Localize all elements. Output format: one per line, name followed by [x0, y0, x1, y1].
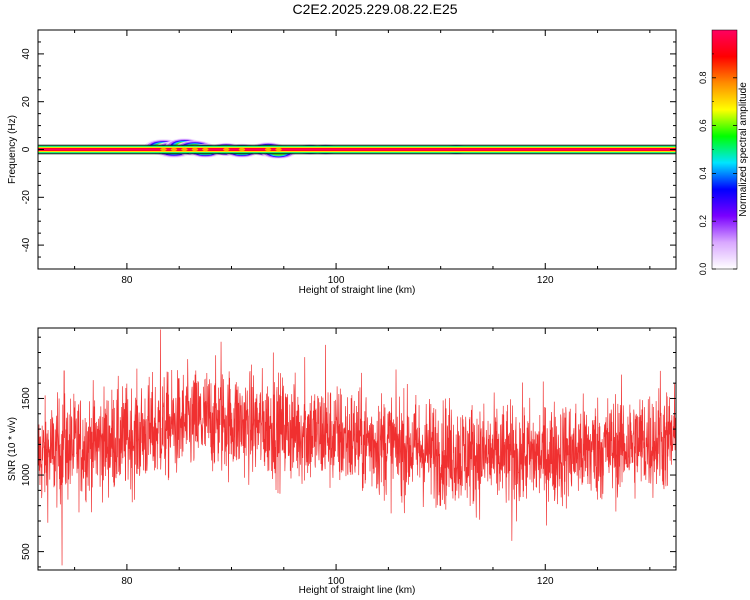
spectrogram-band-knot — [191, 147, 199, 152]
snr-panel: 80 100 120 500 1000 1500 Height of straight l… — [7, 327, 677, 596]
colorbar-tick-label: 0.0 — [698, 263, 708, 276]
spectrogram-y-axis-label: Frequency (Hz) — [7, 115, 18, 184]
snr-x-tick-label: 100 — [328, 576, 345, 587]
spectrogram-panel: 80 100 120 40 20 0 -20 -40 Height of straight l… — [7, 29, 677, 296]
colorbar-gradient — [711, 29, 738, 270]
spectrogram-y-tick-label: 40 — [21, 48, 32, 60]
spectrogram-y-tick-label: 0 — [21, 146, 32, 152]
snr-x-axis-label: Height of straight line (km) — [299, 585, 416, 596]
spectrogram-y-tick-label: 20 — [21, 96, 32, 108]
spectrogram-band-knot — [170, 147, 178, 152]
spectrogram-band-knot — [223, 147, 230, 152]
snr-x-tick-label: 120 — [537, 576, 554, 587]
spectrogram-ticks: 80 100 120 40 20 0 -20 -40 — [21, 30, 676, 286]
colorbar-tick-label: 0.8 — [698, 72, 708, 85]
colorbar-tick-label: 0.6 — [698, 119, 708, 132]
spectrogram-x-tick-label: 100 — [328, 275, 345, 286]
colorbar-ticks: 0.0 0.2 0.4 0.6 0.8 — [698, 53, 737, 276]
spectrogram-x-tick-label: 80 — [121, 275, 133, 286]
spectrogram-y-tick-label: -40 — [21, 237, 32, 252]
spectrogram-baseline-band — [38, 144, 676, 155]
spectrogram-x-tick-label: 120 — [537, 275, 554, 286]
snr-frame — [37, 327, 677, 571]
snr-y-tick-label: 500 — [21, 543, 32, 560]
colorbar: 0.0 0.2 0.4 0.6 0.8 Normalized spectral ampl… — [698, 29, 749, 276]
snr-x-tick-label: 80 — [121, 576, 133, 587]
snr-y-axis-label: SNR (10 * v/v) — [7, 417, 18, 481]
spectrogram-band-knot — [264, 147, 272, 152]
spectrogram-band-knot — [202, 147, 209, 152]
spectrogram-y-tick-label: -20 — [21, 190, 32, 205]
snr-y-tick-label: 1500 — [21, 387, 32, 410]
spectrogram-band-knot — [160, 147, 167, 152]
spectrogram-x-axis-label: Height of straight line (km) — [299, 285, 416, 296]
snr-y-tick-label: 1000 — [21, 463, 32, 486]
snr-series-line — [37, 329, 677, 566]
chart-title: C2E2.2025.229.08.22.E25 — [292, 1, 458, 17]
snr-ticks: 80 100 120 500 1000 1500 — [21, 328, 676, 587]
spectrogram-band-knot — [181, 147, 188, 152]
colorbar-label: Normalized spectral amplitude — [738, 82, 749, 217]
spectrogram-band-knot — [275, 147, 282, 152]
colorbar-tick-label: 0.4 — [698, 167, 708, 180]
spectrogram-band-knot — [238, 147, 246, 152]
colorbar-tick-label: 0.2 — [698, 215, 708, 228]
